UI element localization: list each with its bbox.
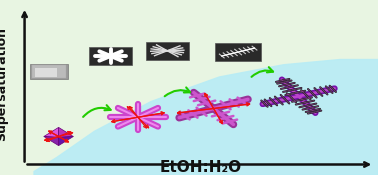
Text: EtOH:H₂O: EtOH:H₂O bbox=[159, 160, 242, 175]
Bar bbox=[89, 47, 132, 65]
Bar bbox=[35, 68, 57, 77]
Text: Supersaturation: Supersaturation bbox=[0, 27, 8, 141]
Polygon shape bbox=[59, 127, 73, 137]
Polygon shape bbox=[44, 127, 59, 137]
Polygon shape bbox=[44, 136, 59, 146]
Polygon shape bbox=[34, 60, 378, 175]
Bar bbox=[146, 42, 189, 60]
Bar bbox=[30, 64, 68, 79]
Polygon shape bbox=[59, 136, 73, 146]
Bar bbox=[215, 43, 261, 61]
Bar bbox=[32, 65, 66, 78]
